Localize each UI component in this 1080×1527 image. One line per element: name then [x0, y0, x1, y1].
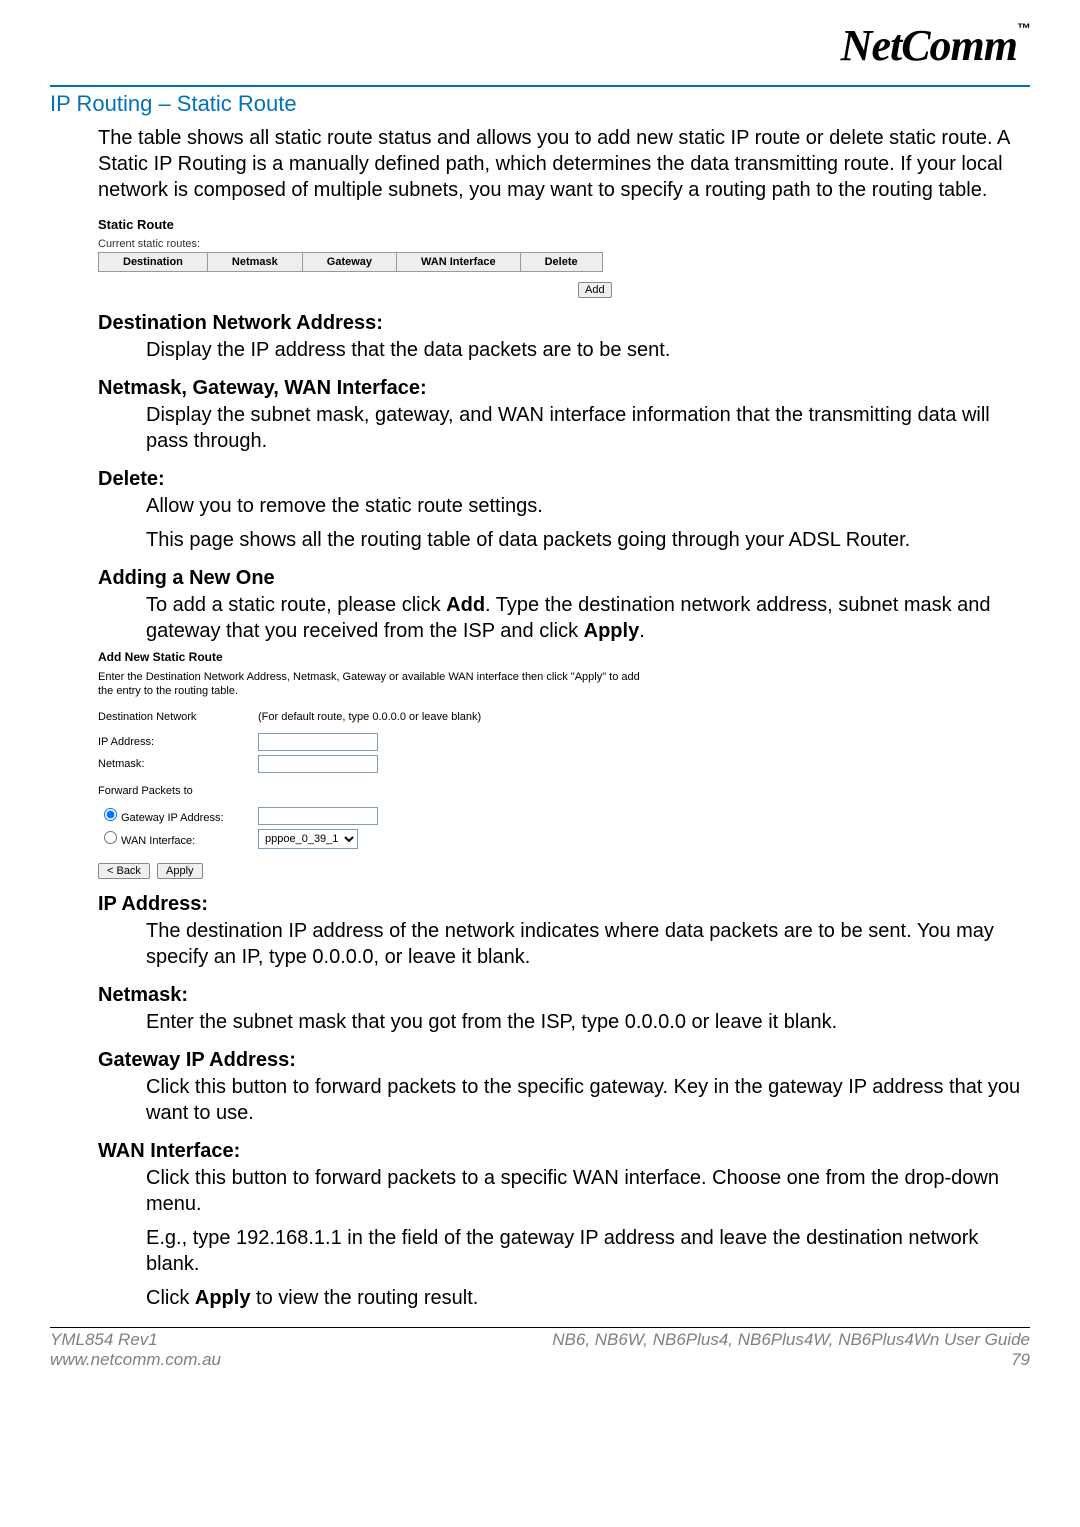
col-destination: Destination — [99, 253, 208, 272]
adding-new-pre: To add a static route, please click — [146, 594, 446, 616]
footer-right-bottom: 79 — [552, 1350, 1030, 1370]
heading-netmask-def: Netmask: — [98, 984, 1030, 1007]
heading-gw-ip: Gateway IP Address: — [98, 1049, 1030, 1072]
heading-delete: Delete: — [98, 468, 1030, 491]
body-wan-if-1: Click this button to forward packets to … — [146, 1165, 1030, 1217]
label-wan-interface: WAN Interface: — [121, 835, 195, 847]
gateway-ip-input[interactable] — [258, 807, 378, 825]
logo-tm: ™ — [1017, 20, 1030, 36]
col-delete: Delete — [520, 253, 602, 272]
body-netmask-def: Enter the subnet mask that you got from … — [146, 1009, 1030, 1035]
col-gateway: Gateway — [302, 253, 396, 272]
gateway-ip-radio[interactable] — [104, 808, 117, 821]
body-wan-if-3: Click Apply to view the routing result. — [146, 1285, 1030, 1311]
add-route-title: Add New Static Route — [98, 650, 1030, 664]
static-route-panel: Static Route Current static routes: Dest… — [98, 217, 1030, 298]
col-netmask: Netmask — [207, 253, 302, 272]
body-adding-new: To add a static route, please click Add.… — [146, 592, 1030, 644]
table-row: Destination Netmask Gateway WAN Interfac… — [99, 253, 603, 272]
adding-new-apply: Apply — [584, 620, 640, 642]
footer-right: NB6, NB6W, NB6Plus4, NB6Plus4W, NB6Plus4… — [552, 1330, 1030, 1370]
intro-text: The table shows all static route status … — [98, 125, 1030, 203]
section-title: IP Routing – Static Route — [50, 91, 1030, 117]
footer: YML854 Rev1 www.netcomm.com.au NB6, NB6W… — [50, 1328, 1030, 1370]
netmask-input[interactable] — [258, 755, 378, 773]
heading-netmask-gw: Netmask, Gateway, WAN Interface: — [98, 377, 1030, 400]
add-button[interactable]: Add — [578, 282, 612, 298]
footer-left: YML854 Rev1 www.netcomm.com.au — [50, 1330, 221, 1370]
back-button[interactable]: < Back — [98, 863, 150, 879]
wan-if-3-post: to view the routing result. — [250, 1287, 478, 1309]
add-route-panel: Add New Static Route Enter the Destinati… — [98, 650, 1030, 879]
body-netmask-gw: Display the subnet mask, gateway, and WA… — [146, 402, 1030, 454]
body-delete-1: Allow you to remove the static route set… — [146, 493, 1030, 519]
footer-right-top: NB6, NB6W, NB6Plus4, NB6Plus4W, NB6Plus4… — [552, 1330, 1030, 1350]
wan-interface-select[interactable]: pppoe_0_39_1 — [258, 829, 358, 849]
top-divider — [50, 85, 1030, 87]
adding-new-end: . — [639, 620, 645, 642]
heading-wan-if: WAN Interface: — [98, 1140, 1030, 1163]
body-delete-2: This page shows all the routing table of… — [146, 527, 1030, 553]
heading-ip-address: IP Address: — [98, 893, 1030, 916]
label-forward-packets: Forward Packets to — [98, 785, 258, 797]
body-wan-if-2: E.g., type 192.168.1.1 in the field of t… — [146, 1225, 1030, 1277]
wan-if-3-bold: Apply — [195, 1287, 251, 1309]
apply-button[interactable]: Apply — [157, 863, 203, 879]
logo-text: NetComm — [841, 21, 1017, 70]
adding-new-add: Add — [446, 594, 485, 616]
col-wan-interface: WAN Interface — [397, 253, 521, 272]
ip-address-input[interactable] — [258, 733, 378, 751]
heading-dest-net-addr: Destination Network Address: — [98, 312, 1030, 335]
heading-adding-new: Adding a New One — [98, 567, 1030, 590]
logo: NetComm™ — [841, 20, 1030, 71]
static-route-table: Destination Netmask Gateway WAN Interfac… — [98, 252, 603, 272]
label-ip-address: IP Address: — [98, 736, 258, 748]
label-netmask: Netmask: — [98, 758, 258, 770]
wan-interface-radio[interactable] — [104, 831, 117, 844]
wan-if-3-pre: Click — [146, 1287, 195, 1309]
footer-left-bottom: www.netcomm.com.au — [50, 1350, 221, 1370]
dest-network-note: (For default route, type 0.0.0.0 or leav… — [258, 711, 481, 723]
add-route-desc: Enter the Destination Network Address, N… — [98, 670, 658, 699]
label-dest-network: Destination Network — [98, 711, 258, 723]
body-ip-address: The destination IP address of the networ… — [146, 918, 1030, 970]
body-gw-ip: Click this button to forward packets to … — [146, 1074, 1030, 1126]
static-route-title: Static Route — [98, 217, 1030, 232]
footer-left-top: YML854 Rev1 — [50, 1330, 221, 1350]
label-gateway-ip: Gateway IP Address: — [121, 812, 224, 824]
static-route-subtitle: Current static routes: — [98, 238, 1030, 250]
body-dest-net-addr: Display the IP address that the data pac… — [146, 337, 1030, 363]
